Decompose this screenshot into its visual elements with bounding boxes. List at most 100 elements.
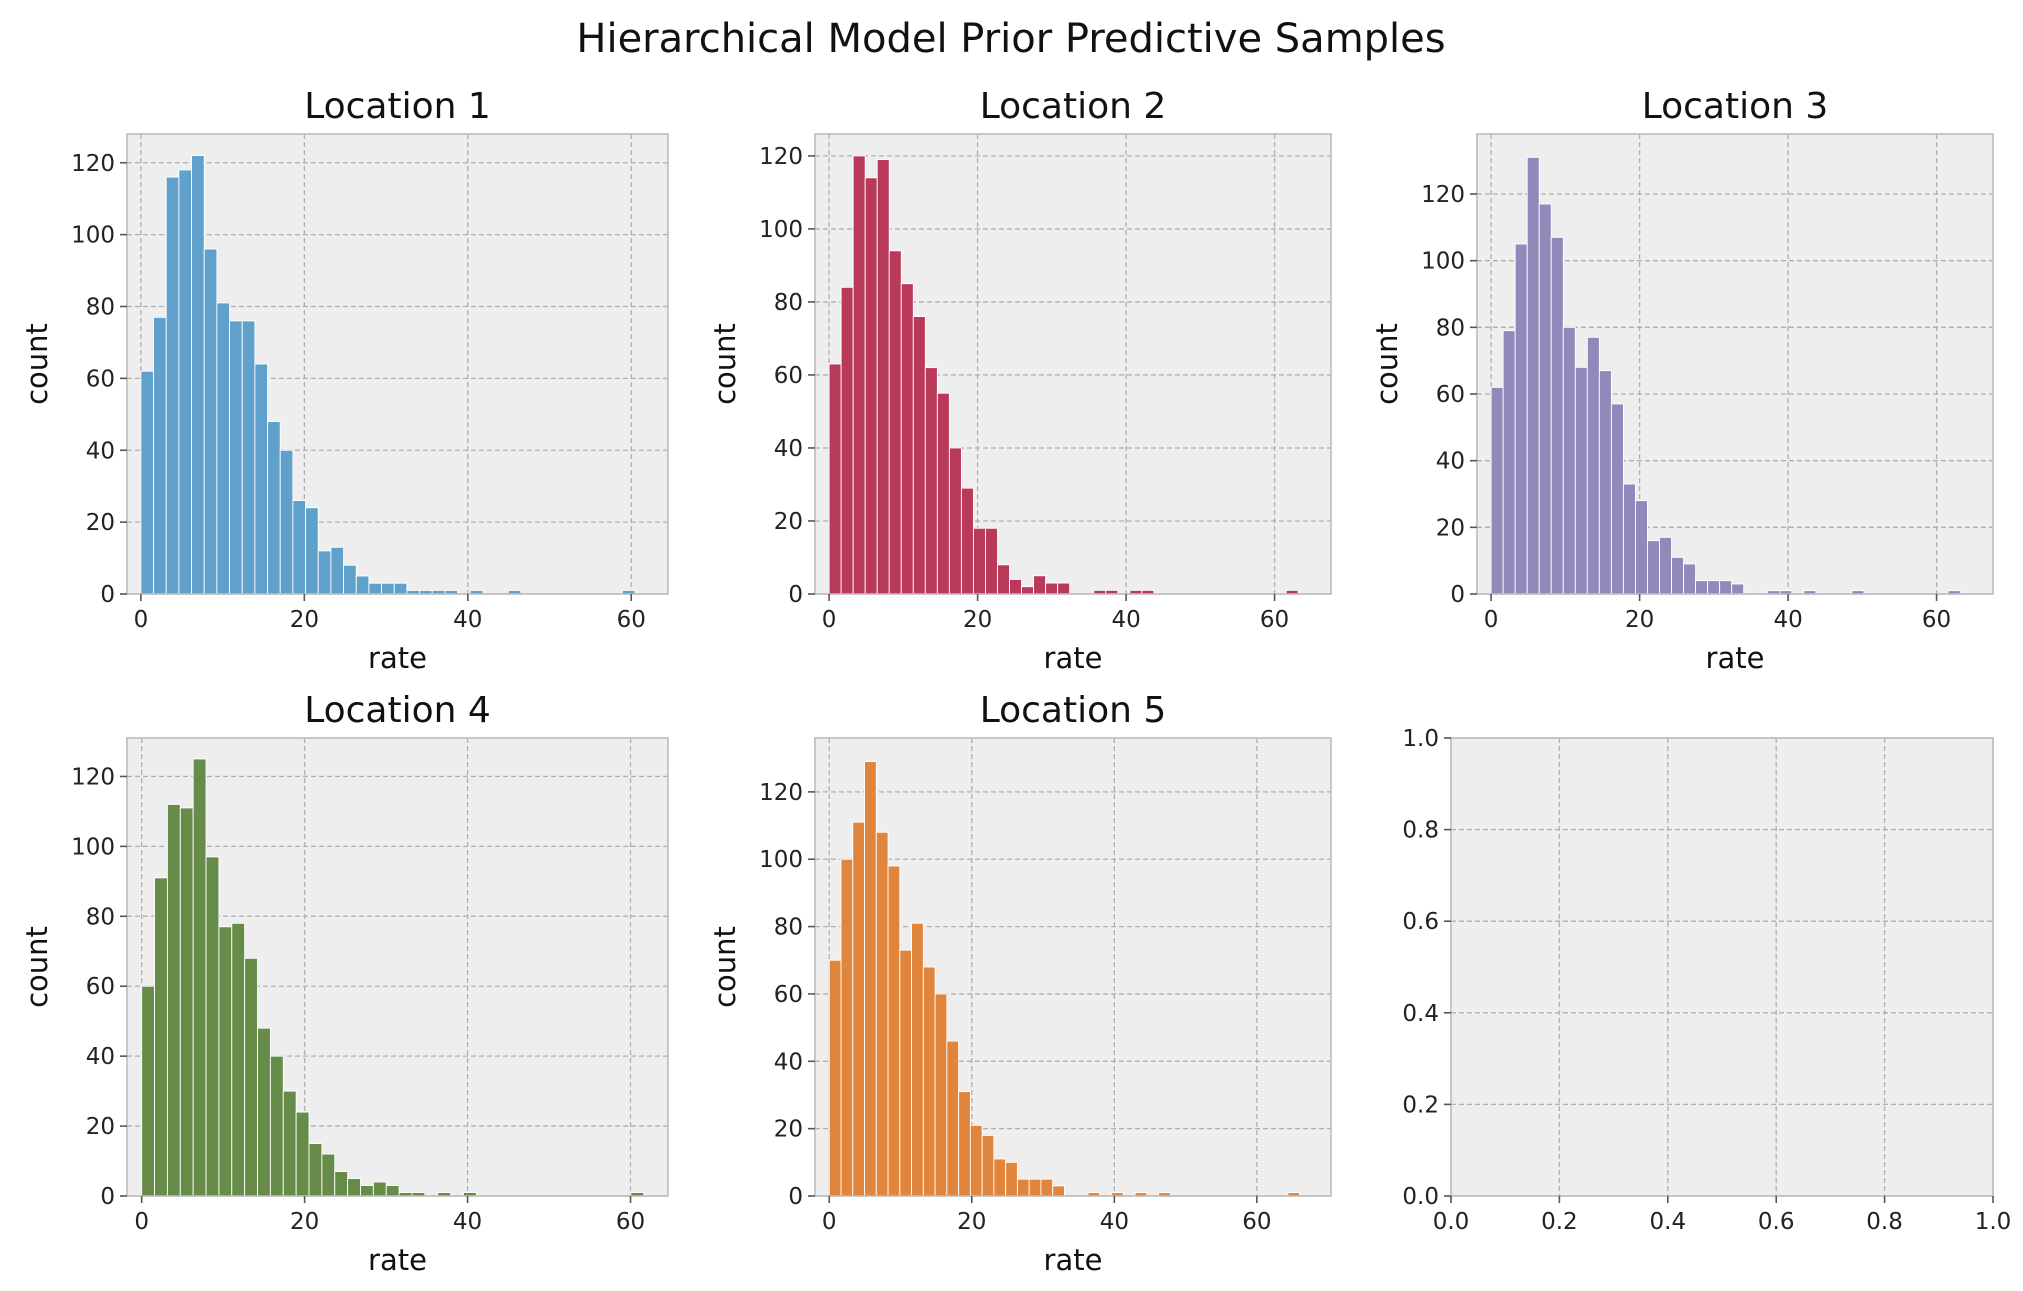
histogram-bar <box>140 370 155 595</box>
histogram-bar <box>192 758 207 1197</box>
histogram-bar <box>875 831 889 1197</box>
x-tick-label: 0 <box>822 1209 837 1235</box>
x-tick-label: 0 <box>1484 607 1499 633</box>
histogram-bar <box>922 966 936 1197</box>
histogram-bar <box>1707 580 1721 595</box>
y-tick-label: 20 <box>1436 515 1465 541</box>
histogram-bar <box>308 1143 323 1197</box>
y-tick-label: 0.4 <box>1402 1001 1439 1027</box>
y-tick-label: 40 <box>774 1049 803 1075</box>
histogram-bar <box>254 363 269 595</box>
histogram-bar <box>1040 1178 1054 1197</box>
histogram-bar <box>1502 330 1516 595</box>
histogram-bar <box>936 392 950 595</box>
axes-frame <box>1476 133 1994 595</box>
histogram-bar <box>1009 578 1022 595</box>
y-tick-label: 40 <box>86 438 115 464</box>
histogram-bar <box>1562 326 1576 595</box>
subplot-location-2: 0 20 40 60 0 20 40 60 80 100 120 Location 2 rate coun… <box>708 86 1332 675</box>
histogram-bar <box>1052 1185 1065 1197</box>
histogram-bar <box>1514 243 1528 595</box>
histogram-bar <box>372 1181 387 1197</box>
x-tick-label: 20 <box>290 1209 319 1235</box>
histogram-bar <box>934 993 948 1197</box>
y-tick-label: 0 <box>788 582 803 608</box>
histogram-bar <box>279 449 294 595</box>
x-tick-label: 0.8 <box>1866 1209 1903 1235</box>
subplot-location-3: 0 20 40 60 0 20 40 60 80 100 120 Location 3 rate coun… <box>1370 86 1994 675</box>
y-tick-label: 0.8 <box>1402 818 1439 844</box>
histogram-bar <box>1526 156 1540 595</box>
histogram-bar <box>1598 370 1612 595</box>
x-tick-label: 0.6 <box>1758 1209 1795 1235</box>
subplot-title: Location 5 <box>980 690 1167 731</box>
x-tick-label: 1.0 <box>1975 1209 2012 1235</box>
y-tick-label: 60 <box>1436 382 1465 408</box>
y-tick-label: 100 <box>759 847 803 873</box>
histogram-bar <box>985 527 998 595</box>
axes-frame <box>126 737 669 1197</box>
histogram-bar <box>1028 1178 1042 1197</box>
histogram-bar <box>888 250 902 595</box>
y-tick-label: 80 <box>86 295 115 321</box>
axes-frame <box>1450 737 1994 1197</box>
histogram-bar <box>321 1153 336 1197</box>
x-tick-label: 20 <box>963 607 992 633</box>
histogram-bar <box>1005 1161 1018 1197</box>
y-tick-label: 80 <box>1436 315 1465 341</box>
histogram-bar <box>355 575 370 595</box>
histogram-bar <box>241 320 256 595</box>
y-axis-label: count <box>708 926 742 1008</box>
histogram-bar <box>899 949 913 1197</box>
y-tick-label: 60 <box>774 363 803 389</box>
histogram-bar <box>1731 583 1745 595</box>
y-tick-label: 1.0 <box>1402 726 1439 752</box>
y-tick-label: 20 <box>86 1114 115 1140</box>
histogram-bar <box>317 550 332 595</box>
histogram-bar <box>864 761 877 1197</box>
histogram-bar <box>852 821 865 1197</box>
y-tick-label: 120 <box>759 780 803 806</box>
y-tick-label: 120 <box>1421 182 1465 208</box>
y-tick-label: 100 <box>71 834 115 860</box>
subplot-title: Location 2 <box>980 86 1167 127</box>
subplot-location-1: 0 20 40 60 0 20 40 60 80 100 120 Location 1 rate coun… <box>20 86 669 675</box>
x-tick-label: 0.4 <box>1650 1209 1687 1235</box>
y-tick-label: 100 <box>759 217 803 243</box>
y-tick-label: 120 <box>71 151 115 177</box>
histogram-bar <box>828 363 842 595</box>
histogram-bar <box>267 421 281 595</box>
y-tick-label: 40 <box>86 1044 115 1070</box>
histogram-bar <box>269 1055 284 1197</box>
histogram-bar <box>343 564 357 595</box>
histogram-bar <box>154 877 168 1197</box>
histogram-bar <box>1634 500 1648 595</box>
histogram-bar <box>864 177 878 595</box>
histogram-bar <box>191 155 205 595</box>
histogram-bar <box>1586 336 1600 595</box>
histogram-bar <box>231 922 246 1197</box>
y-tick-label: 100 <box>1421 249 1465 275</box>
x-axis-label: rate <box>1044 1243 1103 1277</box>
x-tick-label: 60 <box>1260 607 1289 633</box>
histogram-bar <box>1057 582 1071 595</box>
x-tick-label: 20 <box>1625 607 1654 633</box>
histogram-bar <box>218 926 233 1197</box>
y-axis-label: count <box>1370 323 1404 405</box>
x-axis-label: rate <box>1044 641 1103 675</box>
y-tick-label: 40 <box>774 436 803 462</box>
histogram-bar <box>1021 586 1035 595</box>
y-tick-label: 0.6 <box>1402 909 1439 935</box>
x-tick-label: 0 <box>134 1209 149 1235</box>
histogram-bar <box>334 1171 349 1197</box>
histogram-bar <box>347 1178 361 1197</box>
subplot-title: Location 3 <box>1642 86 1829 127</box>
histogram-bar <box>900 283 914 595</box>
axes-frame <box>126 133 669 595</box>
y-tick-label: 120 <box>71 764 115 790</box>
histogram-bar <box>948 447 962 595</box>
histogram-bar <box>911 922 924 1197</box>
histogram-bar <box>852 155 866 595</box>
histogram-bar <box>216 302 231 595</box>
subplot-location-4: 0 20 40 60 0 20 40 60 80 100 120 Location 4 rate coun… <box>20 690 669 1277</box>
